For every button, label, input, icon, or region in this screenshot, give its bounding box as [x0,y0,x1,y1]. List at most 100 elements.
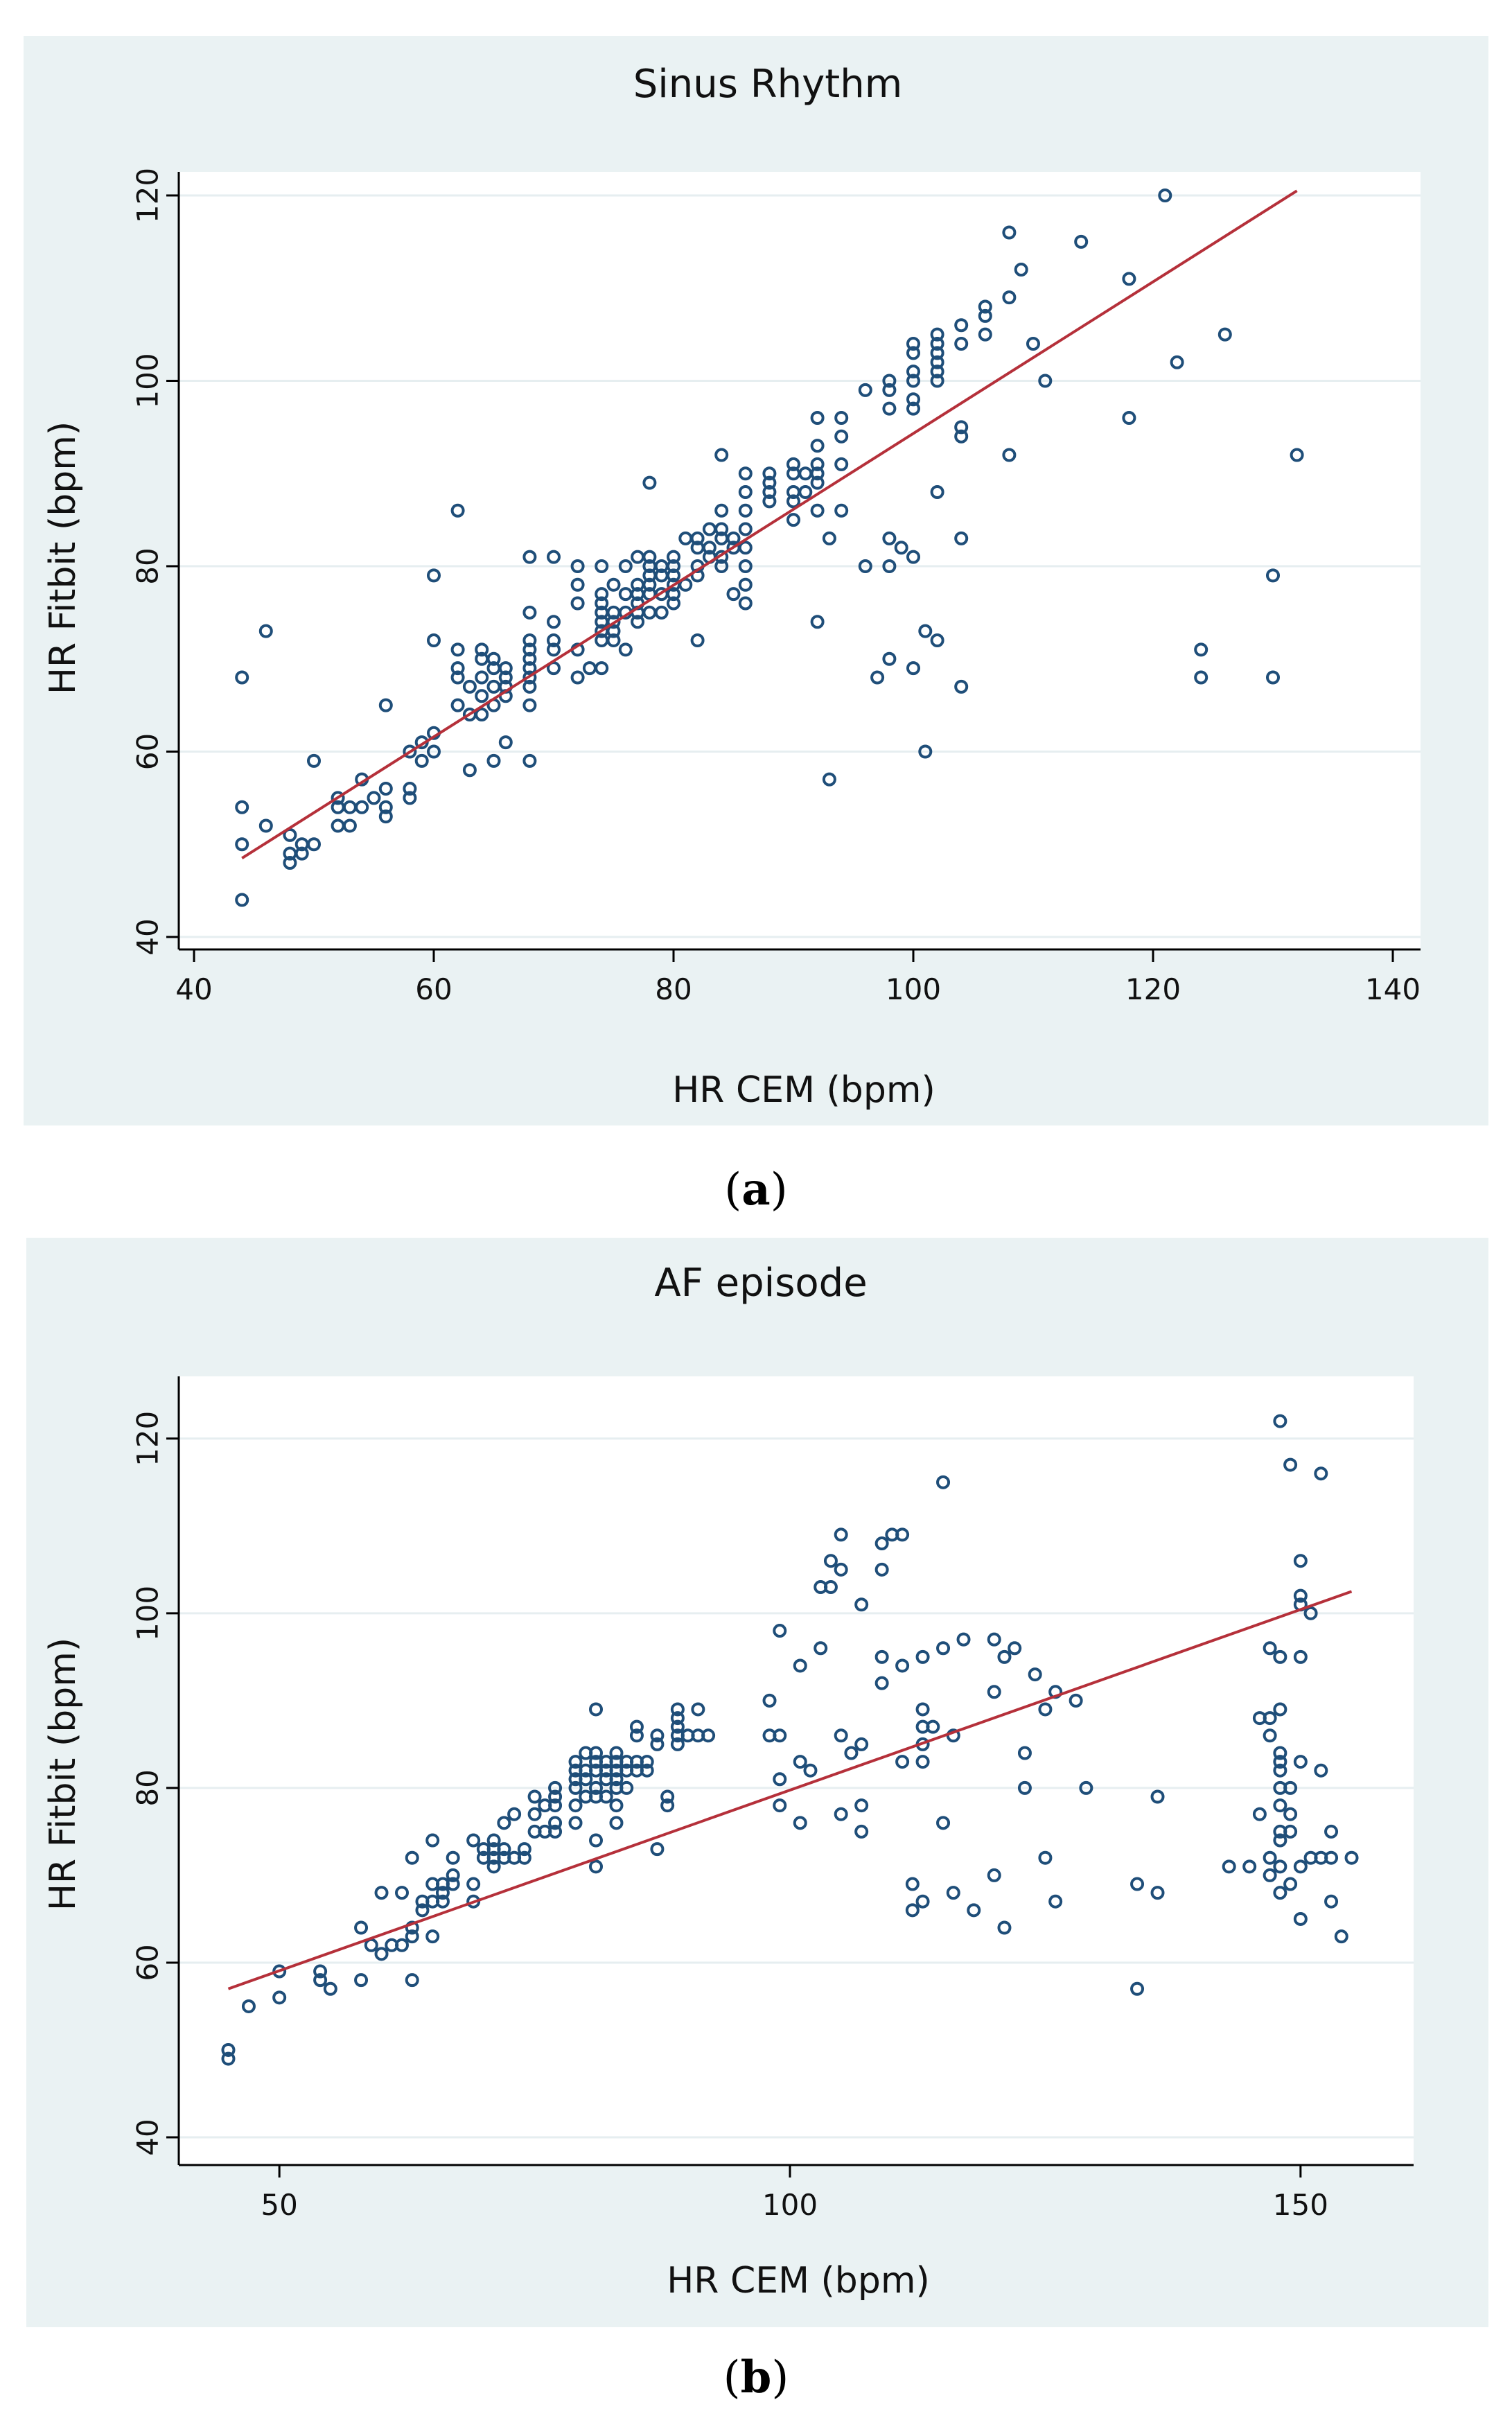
data-point [258,818,273,833]
data-point [427,633,441,647]
data-point [714,559,729,573]
data-point [497,1842,511,1857]
data-point [258,624,273,638]
y-tick-label: 120 [131,168,165,223]
data-point [595,661,609,676]
data-point [1324,1850,1339,1865]
data-point [415,1903,430,1918]
y-tick-label: 40 [131,2119,165,2155]
data-point [1273,1798,1287,1813]
y-tick-label: 100 [131,1586,165,1641]
data-point [1263,1728,1277,1743]
data-point [882,651,897,666]
data-point [803,1763,818,1778]
data-point [403,744,417,759]
x-tick-label: 80 [655,972,692,1006]
data-point [522,550,537,564]
data-point [272,1990,287,2005]
panel-a-caption-letter: a [741,1164,770,1216]
data-point [486,1833,501,1848]
data-point [930,365,944,379]
data-point [425,1833,440,1848]
data-point [738,503,753,518]
data-point [235,800,249,814]
data-point [1293,1911,1308,1926]
data-point [1314,1466,1328,1481]
data-point [475,642,489,657]
data-point [378,800,393,814]
data-point [930,355,944,369]
y-tick-label: 80 [131,1769,165,1806]
data-point [810,475,825,490]
data-point [894,541,908,555]
data-point [403,791,417,805]
data-point [738,559,753,573]
data-point [1266,670,1280,685]
data-point [570,559,585,573]
panel-b-x-axis-title: HR CEM (bpm) [667,2260,930,2302]
panel-a-ticks: 40 60 80 100 120 40 60 80 100 120 140 [131,168,1421,1006]
data-point [1293,1588,1308,1603]
data-point [1324,1894,1339,1909]
data-point [667,550,680,564]
data-point [522,753,537,768]
data-point [762,466,777,481]
data-point [987,1632,1001,1647]
data-point [629,1728,644,1743]
data-point [906,550,920,564]
data-point [1263,1868,1277,1882]
data-point [618,559,633,573]
data-point [1150,1789,1165,1804]
data-point [1273,1702,1287,1717]
data-point [547,633,561,647]
data-point [810,457,825,471]
data-point [915,1755,930,1769]
data-point [283,856,297,870]
panel-a-plot-area [179,172,1421,949]
data-point [936,1816,951,1830]
data-point [589,1702,603,1717]
y-tick-label: 80 [131,547,165,584]
data-point [1017,1746,1032,1760]
data-point [548,1816,563,1830]
data-point [915,1894,930,1909]
data-point [618,642,633,657]
data-point [954,318,969,333]
data-point [854,1798,869,1813]
data-point [810,439,825,453]
data-point [1290,448,1304,462]
data-point [906,346,920,360]
data-point [599,1789,613,1804]
data-point [823,1580,838,1595]
data-point [374,1886,389,1900]
data-point [522,651,537,666]
data-point [570,577,585,592]
panel-b-points [221,1414,1359,2066]
data-point [517,1850,531,1865]
data-point [405,1920,419,1935]
data-point [714,522,729,536]
data-point [1038,374,1053,388]
x-tick-label: 40 [175,972,212,1006]
data-point [323,1981,337,1996]
data-point [1283,1877,1298,1891]
data-point [1283,1780,1298,1795]
data-point [1293,1649,1308,1664]
data-point [221,2042,236,2057]
data-point [446,1850,460,1865]
data-point [762,1693,777,1708]
data-point [425,1929,440,1944]
data-point [882,383,897,397]
data-point [1314,1763,1328,1778]
data-point [726,531,741,545]
data-point [997,1920,1012,1935]
data-point [313,1973,328,1988]
data-point [691,1702,705,1717]
data-point [606,633,621,647]
data-point [1150,1886,1165,1900]
data-point [1038,1702,1053,1717]
data-point [450,698,465,712]
data-point [1344,1850,1359,1865]
data-point [241,1999,256,2013]
data-point [936,1641,951,1656]
